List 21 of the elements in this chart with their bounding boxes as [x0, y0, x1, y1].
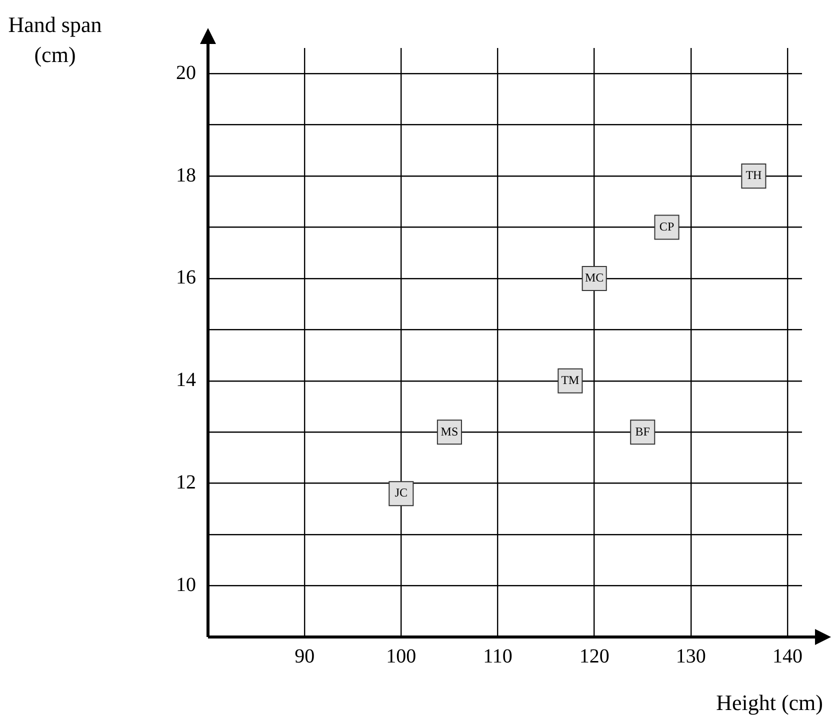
y-tick-label: 16	[176, 266, 196, 289]
annotation: MS	[440, 424, 458, 438]
x-tick-label: 110	[483, 645, 512, 668]
x-tick-label: 120	[579, 645, 610, 668]
y-tick-label: 12	[176, 472, 196, 494]
annotation: BF	[635, 424, 650, 438]
annotation: TH	[746, 168, 762, 182]
annotation: JC	[394, 486, 408, 500]
annotation: TM	[561, 373, 580, 388]
x-tick-label: 130	[676, 645, 706, 668]
y-tick-label: 10	[176, 574, 196, 596]
y-tick-label: 20	[176, 62, 196, 84]
x-tick-label: 100	[386, 645, 416, 668]
y-tick-label: 14	[176, 369, 196, 392]
y-tick-label: 18	[176, 164, 196, 186]
annotation: MC	[585, 270, 604, 285]
y-axis-title: Hand span (cm)	[7, 11, 103, 69]
x-axis-title: Height (cm)	[716, 690, 823, 716]
x-tick-label: 140	[772, 645, 803, 668]
x-tick-label: 90	[294, 645, 315, 668]
annotation: CP	[659, 219, 674, 234]
